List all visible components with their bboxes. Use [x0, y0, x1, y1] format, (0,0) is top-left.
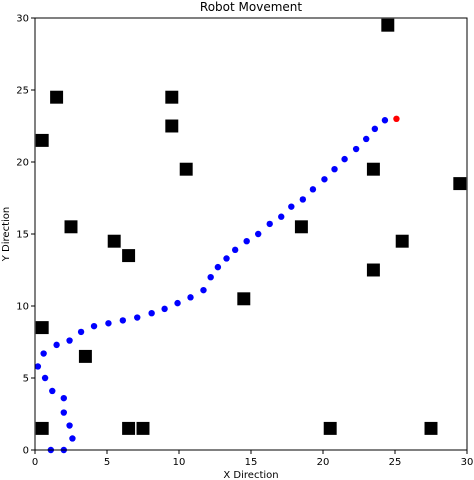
path-point: [223, 255, 230, 262]
path-point: [214, 263, 222, 271]
obstacle-marker: [35, 133, 49, 147]
obstacle-marker: [78, 349, 92, 363]
x-tick-label: 25: [389, 457, 402, 468]
chart-title: Robot Movement: [200, 0, 302, 14]
path-point: [309, 186, 317, 193]
obstacle-marker: [366, 263, 380, 277]
obstacle-marker: [122, 249, 136, 263]
y-axis-ticks: 0 5 10 15 20 25 30: [16, 14, 35, 457]
obstacle-marker: [122, 421, 136, 435]
path-point: [60, 394, 67, 402]
path-point: [77, 328, 85, 336]
x-tick-label: 10: [173, 457, 186, 468]
obstacle-marker: [453, 177, 467, 191]
path-point: [66, 422, 73, 429]
x-tick-label: 5: [104, 457, 110, 468]
path-point: [148, 310, 155, 317]
path-point: [371, 125, 379, 133]
path-point: [60, 409, 67, 416]
x-axis-ticks: 0 5 10 15 20 25 30: [32, 450, 474, 468]
path-point: [352, 145, 360, 153]
path-point: [69, 435, 76, 442]
obstacle-marker: [165, 90, 179, 104]
obstacle-marker: [179, 162, 193, 176]
obstacle-marker: [50, 90, 64, 104]
y-tick-label: 25: [16, 86, 29, 97]
y-tick-label: 10: [16, 302, 29, 313]
path-point: [134, 314, 141, 321]
path-point: [187, 294, 194, 301]
path-point: [105, 320, 112, 327]
obstacle-marker: [35, 321, 49, 335]
obstacle-marker: [165, 119, 179, 133]
obstacle-marker: [64, 220, 78, 234]
path-point: [243, 238, 250, 245]
path-point: [321, 176, 328, 183]
x-tick-label: 20: [317, 457, 330, 468]
y-tick-label: 20: [16, 158, 29, 169]
path-point: [34, 363, 42, 370]
path-point: [381, 117, 389, 124]
path-point: [90, 322, 98, 330]
y-axis-label: Y Direction: [1, 207, 12, 262]
path-point: [66, 337, 73, 344]
path-point: [288, 203, 295, 210]
path-point: [207, 274, 214, 281]
plot-area: [34, 18, 467, 454]
path-point: [161, 305, 168, 313]
plot-frame: [34, 17, 468, 451]
path-point: [255, 230, 262, 238]
path-point: [299, 196, 307, 203]
path-point: [41, 374, 49, 382]
obstacle-marker: [136, 421, 150, 435]
path-point: [331, 166, 338, 173]
obstacle-marker: [424, 421, 438, 435]
y-tick-label: 0: [23, 446, 29, 457]
obstacle-marker: [35, 421, 49, 435]
obstacle-marker: [323, 421, 337, 435]
y-tick-label: 30: [16, 14, 29, 25]
path-point: [363, 135, 370, 143]
path-point: [53, 341, 60, 349]
obstacle-marker: [294, 220, 308, 234]
path-point: [266, 220, 273, 228]
y-tick-label: 15: [16, 230, 29, 241]
x-tick-label: 15: [245, 457, 258, 468]
obstacle-marker: [395, 234, 409, 248]
y-tick-label: 5: [23, 374, 29, 385]
x-tick-label: 30: [461, 457, 474, 468]
path-point: [341, 155, 348, 163]
path-point: [174, 299, 181, 307]
obstacle-marker: [107, 234, 121, 248]
obstacle-marker: [237, 292, 251, 306]
obstacle-marker: [366, 162, 380, 176]
path-point: [119, 317, 127, 324]
path-point: [231, 246, 239, 254]
path-point: [40, 350, 47, 357]
path-point: [278, 213, 285, 220]
obstacle-marker: [381, 18, 395, 32]
current-position-point: [393, 115, 400, 123]
path-point: [49, 387, 56, 395]
x-axis-label: X Direction: [223, 470, 278, 480]
x-tick-label: 0: [32, 457, 38, 468]
path-point: [200, 286, 207, 294]
